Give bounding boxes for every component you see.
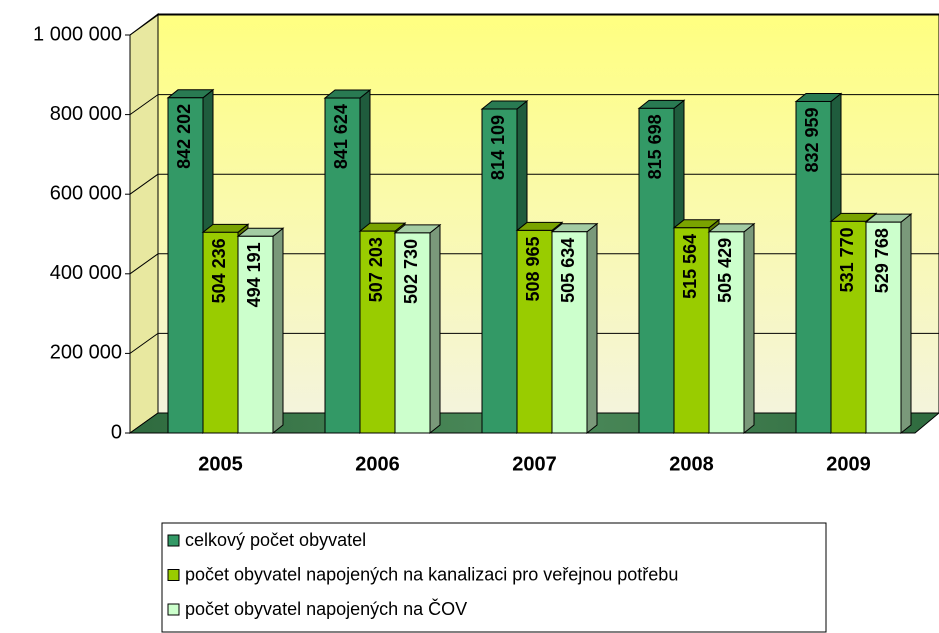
y-tick-label: 0 — [111, 421, 122, 443]
x-tick-label: 2006 — [355, 453, 400, 475]
legend-swatch — [167, 603, 180, 616]
grid-line-side — [129, 94, 159, 116]
legend-items: celkový počet obyvatel počet obyvatel nap… — [167, 530, 678, 619]
legend-swatch — [167, 534, 180, 547]
data-label: 841 624 — [331, 104, 351, 169]
grid-line-side — [129, 173, 159, 195]
bar-side — [586, 222, 598, 435]
data-label: 842 202 — [174, 104, 194, 169]
data-label: 832 959 — [802, 107, 822, 172]
y-tick-label: 800 000 — [50, 103, 122, 125]
data-label: 508 965 — [523, 236, 543, 301]
legend-label: počet obyvatel napojených na kanalizaci … — [185, 564, 678, 584]
bar — [202, 231, 239, 434]
x-tick-label: 2005 — [198, 453, 243, 475]
data-label: 814 109 — [488, 115, 508, 180]
plot: 0 200 000 400 000 600 000 800 000 1 000 000 20… — [33, 14, 939, 475]
data-label: 504 236 — [209, 238, 229, 303]
grid-line-side — [129, 14, 159, 36]
bar — [830, 220, 867, 434]
data-label: 505 429 — [715, 238, 735, 303]
bar-side — [743, 222, 755, 435]
y-tick-label: 400 000 — [50, 262, 122, 284]
data-label: 529 768 — [872, 228, 892, 293]
bar — [394, 232, 431, 434]
side-wall — [129, 13, 159, 434]
legend-label: počet obyvatel napojených na ČOV — [185, 598, 467, 619]
legend-swatch — [167, 569, 180, 581]
data-label: 494 191 — [244, 242, 264, 307]
data-label: 531 770 — [837, 227, 857, 292]
y-tick-label: 200 000 — [50, 342, 122, 364]
grid-line-side — [129, 253, 159, 275]
data-label: 515 564 — [680, 234, 700, 299]
bar — [551, 231, 588, 434]
x-tick-label: 2008 — [669, 453, 714, 475]
bar-side — [900, 213, 912, 435]
x-tick-label: 2007 — [512, 453, 557, 475]
bar — [324, 97, 361, 434]
y-tick-label: 1 000 000 — [33, 23, 122, 45]
legend-label: celkový počet obyvatel — [185, 530, 366, 550]
data-label: 815 698 — [645, 114, 665, 179]
bar-side — [272, 227, 284, 435]
x-tick-label: 2009 — [826, 453, 871, 475]
bar — [708, 231, 745, 434]
data-label: 505 634 — [558, 238, 578, 303]
bar — [795, 100, 832, 434]
grid-line-side — [129, 332, 159, 354]
y-tick-label: 600 000 — [50, 182, 122, 204]
data-label: 502 730 — [401, 239, 421, 304]
bar — [359, 230, 396, 434]
bar — [167, 97, 204, 434]
data-label: 507 203 — [366, 237, 386, 302]
bar — [865, 221, 902, 434]
bar — [481, 108, 518, 434]
bar — [237, 235, 274, 434]
legend — [161, 522, 827, 633]
bar — [638, 107, 675, 434]
bar-side — [429, 223, 441, 435]
